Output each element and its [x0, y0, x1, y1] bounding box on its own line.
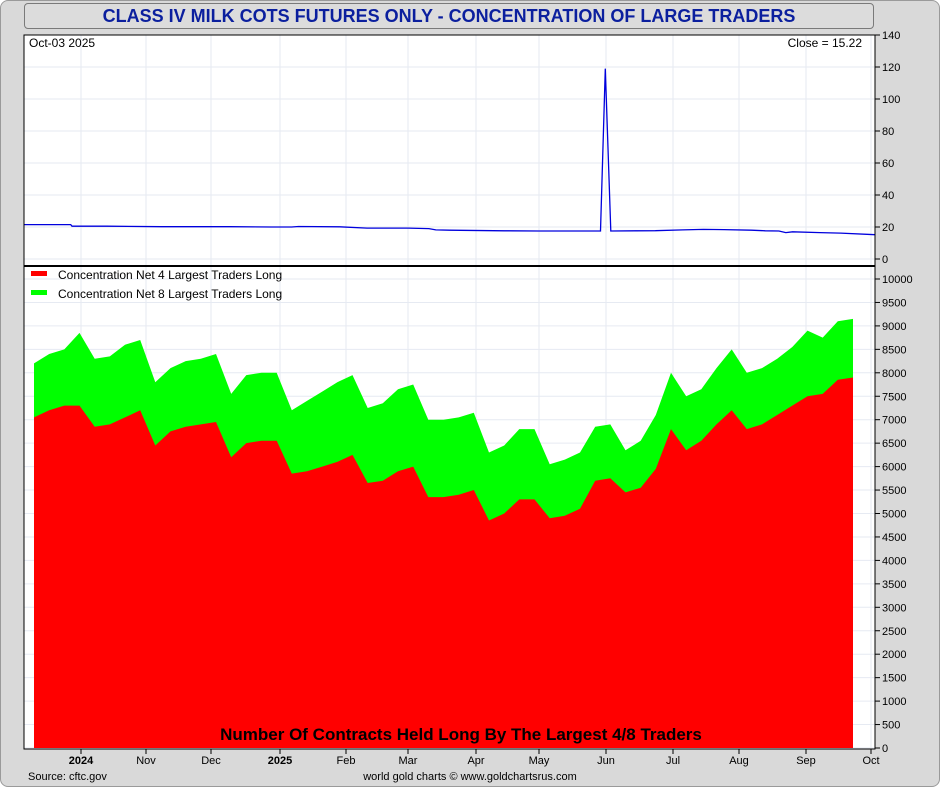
- legend-label-net4: Concentration Net 4 Largest Traders Long: [58, 268, 282, 282]
- x-tick-label: Jun: [597, 755, 615, 767]
- source-label: Source: cftc.gov: [28, 771, 107, 783]
- bottom-y-tick-label: 4000: [882, 555, 906, 567]
- top-y-tick-label: 60: [882, 158, 894, 170]
- top-y-tick-label: 40: [882, 190, 894, 202]
- bottom-y-tick-label: 8000: [882, 368, 906, 380]
- top-y-tick-label: 120: [882, 62, 900, 74]
- bottom-y-tick-label: 1000: [882, 696, 906, 708]
- x-tick-label: Jul: [666, 755, 680, 767]
- legend-swatch-net4: [31, 271, 47, 276]
- bottom-y-tick-label: 9000: [882, 321, 906, 333]
- x-tick-label: Mar: [399, 755, 418, 767]
- x-tick-label: Sep: [796, 755, 816, 767]
- bottom-y-tick-label: 6000: [882, 462, 906, 474]
- x-tick-label: 2025: [268, 755, 292, 767]
- bottom-y-tick-label: 7000: [882, 415, 906, 427]
- bottom-y-tick-label: 3500: [882, 579, 906, 591]
- top-line-group: [24, 68, 876, 236]
- x-tick-label: Feb: [337, 755, 356, 767]
- bottom-y-tick-label: 1500: [882, 673, 906, 685]
- legend-swatch-net8: [31, 290, 47, 295]
- x-tick-label: Apr: [467, 755, 484, 767]
- x-tick-label: Nov: [136, 755, 156, 767]
- bottom-y-tick-label: 500: [882, 720, 900, 732]
- top-y-tick-label: 0: [882, 254, 888, 266]
- bottom-y-tick-label: 6500: [882, 438, 906, 450]
- bottom-y-tick-label: 10000: [882, 274, 913, 286]
- bottom-y-tick-label: 2000: [882, 649, 906, 661]
- bottom-y-tick-label: 9500: [882, 297, 906, 309]
- area-series-group: [34, 318, 853, 748]
- x-tick-label: 2024: [69, 755, 94, 767]
- bottom-y-tick-label: 7500: [882, 391, 906, 403]
- bottom-y-tick-label: 0: [882, 743, 888, 755]
- legend: Concentration Net 4 Largest Traders Long…: [31, 268, 282, 301]
- top-y-tick-label: 100: [882, 94, 900, 106]
- bottom-y-axis: 0 500 1000 1500 2000 2500 3000 3500 4000 4500 5000…: [875, 274, 913, 755]
- bottom-y-tick-label: 3000: [882, 602, 906, 614]
- x-axis: 2024 Nov Dec 2025 Feb Mar Apr May Jun Jul Aug Sep Oc…: [69, 749, 880, 767]
- area-chart-title: Number Of Contracts Held Long By The Lar…: [220, 725, 702, 744]
- bottom-y-tick-label: 4500: [882, 532, 906, 544]
- chart-title: CLASS IV MILK COTS FUTURES ONLY - CONCEN…: [102, 6, 796, 26]
- top-y-axis: 0 20 40 60 80 100 120 140: [875, 30, 900, 266]
- bottom-y-tick-label: 2500: [882, 626, 906, 638]
- bottom-y-tick-label: 5500: [882, 485, 906, 497]
- x-tick-label: Oct: [862, 755, 879, 767]
- bottom-y-tick-label: 5000: [882, 509, 906, 521]
- top-y-tick-label: 140: [882, 30, 900, 42]
- title-bar: CLASS IV MILK COTS FUTURES ONLY - CONCEN…: [24, 3, 874, 29]
- x-tick-label: Dec: [201, 755, 221, 767]
- top-y-tick-label: 80: [882, 126, 894, 138]
- bottom-y-tick-label: 8500: [882, 344, 906, 356]
- x-tick-label: Aug: [729, 755, 749, 767]
- legend-label-net8: Concentration Net 8 Largest Traders Long: [58, 287, 282, 301]
- plot-border: [23, 34, 876, 750]
- x-tick-label: May: [529, 755, 550, 767]
- top-y-tick-label: 20: [882, 222, 894, 234]
- credit-label: world gold charts © www.goldchartsrus.co…: [362, 771, 577, 783]
- top-panel-background: [24, 35, 875, 266]
- net4-area: [34, 377, 853, 748]
- date-label: Oct-03 2025: [29, 36, 95, 50]
- close-label: Close = 15.22: [788, 36, 863, 50]
- top-series-line: [24, 68, 876, 236]
